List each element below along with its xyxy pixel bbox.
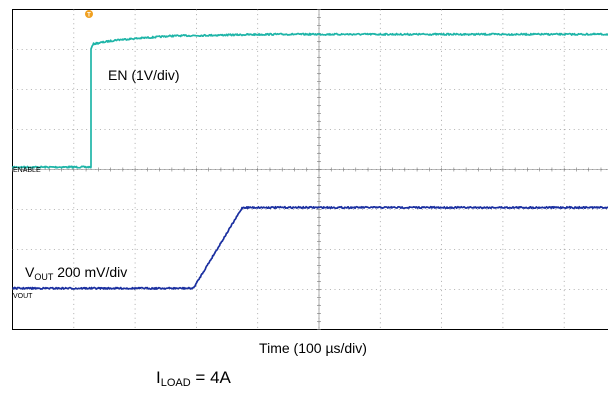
x-axis-label: Time (100 µs/div) [259,340,367,356]
trigger-marker: T [85,10,93,19]
vout-annotation: VOUT 200 mV/div [25,264,127,282]
vout-annotation-main: V [25,264,35,280]
grid [12,9,608,330]
vout-annotation-rest: 200 mV/div [53,264,127,280]
traces [11,32,608,290]
load-label-rest: = 4A [190,368,231,387]
enable-channel-marker: ENABLE [13,167,41,174]
load-label-main: I [156,368,161,387]
vout-annotation-sub: OUT [34,272,54,282]
load-current-label: ILOAD = 4A [156,368,231,389]
load-label-sub: LOAD [160,377,191,389]
enable-annotation: EN (1V/div) [108,67,180,83]
trigger-marker-dot [85,10,93,18]
trace-enable [11,32,608,169]
vout-channel-marker: VOUT [13,293,33,300]
trigger-marker-letter: T [87,13,91,19]
channel-markers: ENABLE VOUT T [13,10,93,300]
trace-vout [11,205,608,290]
